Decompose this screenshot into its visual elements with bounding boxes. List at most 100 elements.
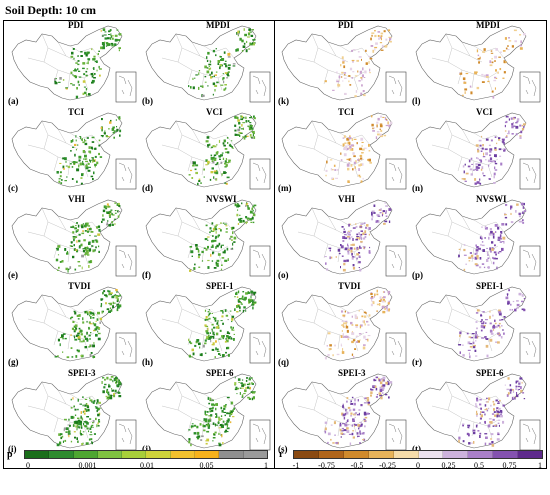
data-pixel: [220, 154, 223, 157]
data-pixel: [231, 321, 233, 323]
data-pixel: [241, 394, 244, 397]
data-pixel: [107, 136, 110, 138]
data-pixel: [235, 204, 239, 206]
data-pixel: [195, 244, 198, 247]
data-pixel: [516, 392, 518, 395]
data-pixel: [93, 77, 96, 79]
data-pixel: [248, 298, 250, 302]
data-pixel: [85, 88, 87, 91]
data-pixel: [351, 424, 353, 427]
data-pixel: [108, 293, 111, 296]
data-pixel: [89, 399, 93, 402]
data-pixel: [506, 388, 510, 391]
data-pixel: [206, 438, 210, 442]
data-pixel: [211, 160, 213, 162]
data-pixel: [494, 322, 497, 325]
data-pixel: [251, 130, 255, 133]
data-pixel: [352, 266, 356, 270]
data-pixel: [96, 318, 99, 321]
panel-label: (i): [8, 444, 17, 454]
data-pixel: [371, 211, 373, 214]
inset-box: [249, 158, 271, 190]
data-pixel: [359, 155, 362, 157]
data-pixel: [98, 144, 100, 147]
data-pixel: [458, 439, 460, 443]
data-pixel: [209, 67, 212, 70]
data-pixel: [87, 169, 91, 172]
data-pixel: [348, 230, 350, 232]
data-pixel: [361, 74, 364, 78]
data-pixel: [225, 404, 227, 406]
panel-title: SPEI-1: [206, 281, 234, 291]
data-pixel: [58, 178, 61, 180]
data-pixel: [358, 409, 361, 411]
data-pixel: [342, 60, 346, 62]
data-pixel: [214, 178, 217, 180]
data-pixel: [237, 134, 240, 136]
data-pixel: [366, 397, 369, 399]
data-pixel: [88, 261, 90, 264]
data-pixel: [76, 180, 78, 183]
data-pixel: [243, 306, 246, 309]
data-pixel: [351, 257, 354, 260]
data-pixel: [225, 225, 228, 227]
data-pixel: [87, 58, 91, 61]
data-pixel: [354, 424, 358, 426]
figure-title: Soil Depth: 10 cm: [5, 3, 96, 17]
data-pixel: [197, 256, 200, 259]
data-pixel: [200, 439, 203, 441]
data-pixel: [388, 300, 390, 304]
data-pixel: [476, 410, 478, 413]
data-pixel: [76, 87, 78, 90]
data-pixel: [216, 163, 218, 165]
data-pixel: [215, 262, 219, 266]
data-pixel: [83, 422, 85, 426]
data-pixel: [522, 219, 524, 221]
data-pixel: [247, 32, 251, 36]
data-pixel: [219, 329, 222, 332]
data-pixel: [77, 261, 81, 263]
data-pixel: [101, 220, 103, 223]
data-pixel: [197, 249, 200, 253]
data-pixel: [198, 180, 201, 182]
data-pixel: [374, 46, 378, 49]
data-pixel: [203, 418, 205, 421]
data-pixel: [468, 159, 471, 163]
data-pixel: [463, 178, 466, 181]
data-pixel: [371, 213, 373, 216]
data-pixel: [500, 231, 503, 234]
data-pixel: [73, 310, 76, 313]
data-pixel: [104, 383, 107, 386]
data-pixel: [356, 247, 359, 250]
province-borders: [161, 207, 235, 265]
data-pixel: [494, 154, 497, 157]
data-pixel: [71, 161, 74, 163]
data-pixel: [516, 300, 519, 302]
data-pixel: [485, 138, 489, 141]
data-pixel: [56, 171, 59, 174]
china-map: [11, 199, 137, 277]
data-pixel: [358, 333, 362, 335]
data-pixel: [507, 133, 510, 135]
data-pixel: [218, 443, 222, 447]
data-pixel: [109, 307, 112, 309]
data-pixel: [83, 239, 86, 242]
data-pixel: [96, 60, 98, 63]
data-pixel: [87, 408, 90, 412]
data-pixel: [377, 31, 381, 33]
data-pixel: [489, 149, 492, 153]
data-pixel: [355, 238, 359, 241]
data-pixel: [215, 403, 218, 406]
data-pixel: [76, 349, 79, 352]
data-pixel: [81, 266, 83, 270]
data-pixel: [242, 136, 244, 138]
data-pixel: [190, 86, 192, 89]
data-pixel: [250, 299, 254, 302]
data-pixel: [210, 339, 212, 343]
data-pixel: [193, 161, 196, 165]
data-pixel: [110, 292, 113, 294]
data-pixel: [342, 61, 345, 64]
data-pixel: [71, 51, 74, 55]
data-pixel: [490, 404, 492, 407]
data-pixel: [371, 210, 375, 213]
